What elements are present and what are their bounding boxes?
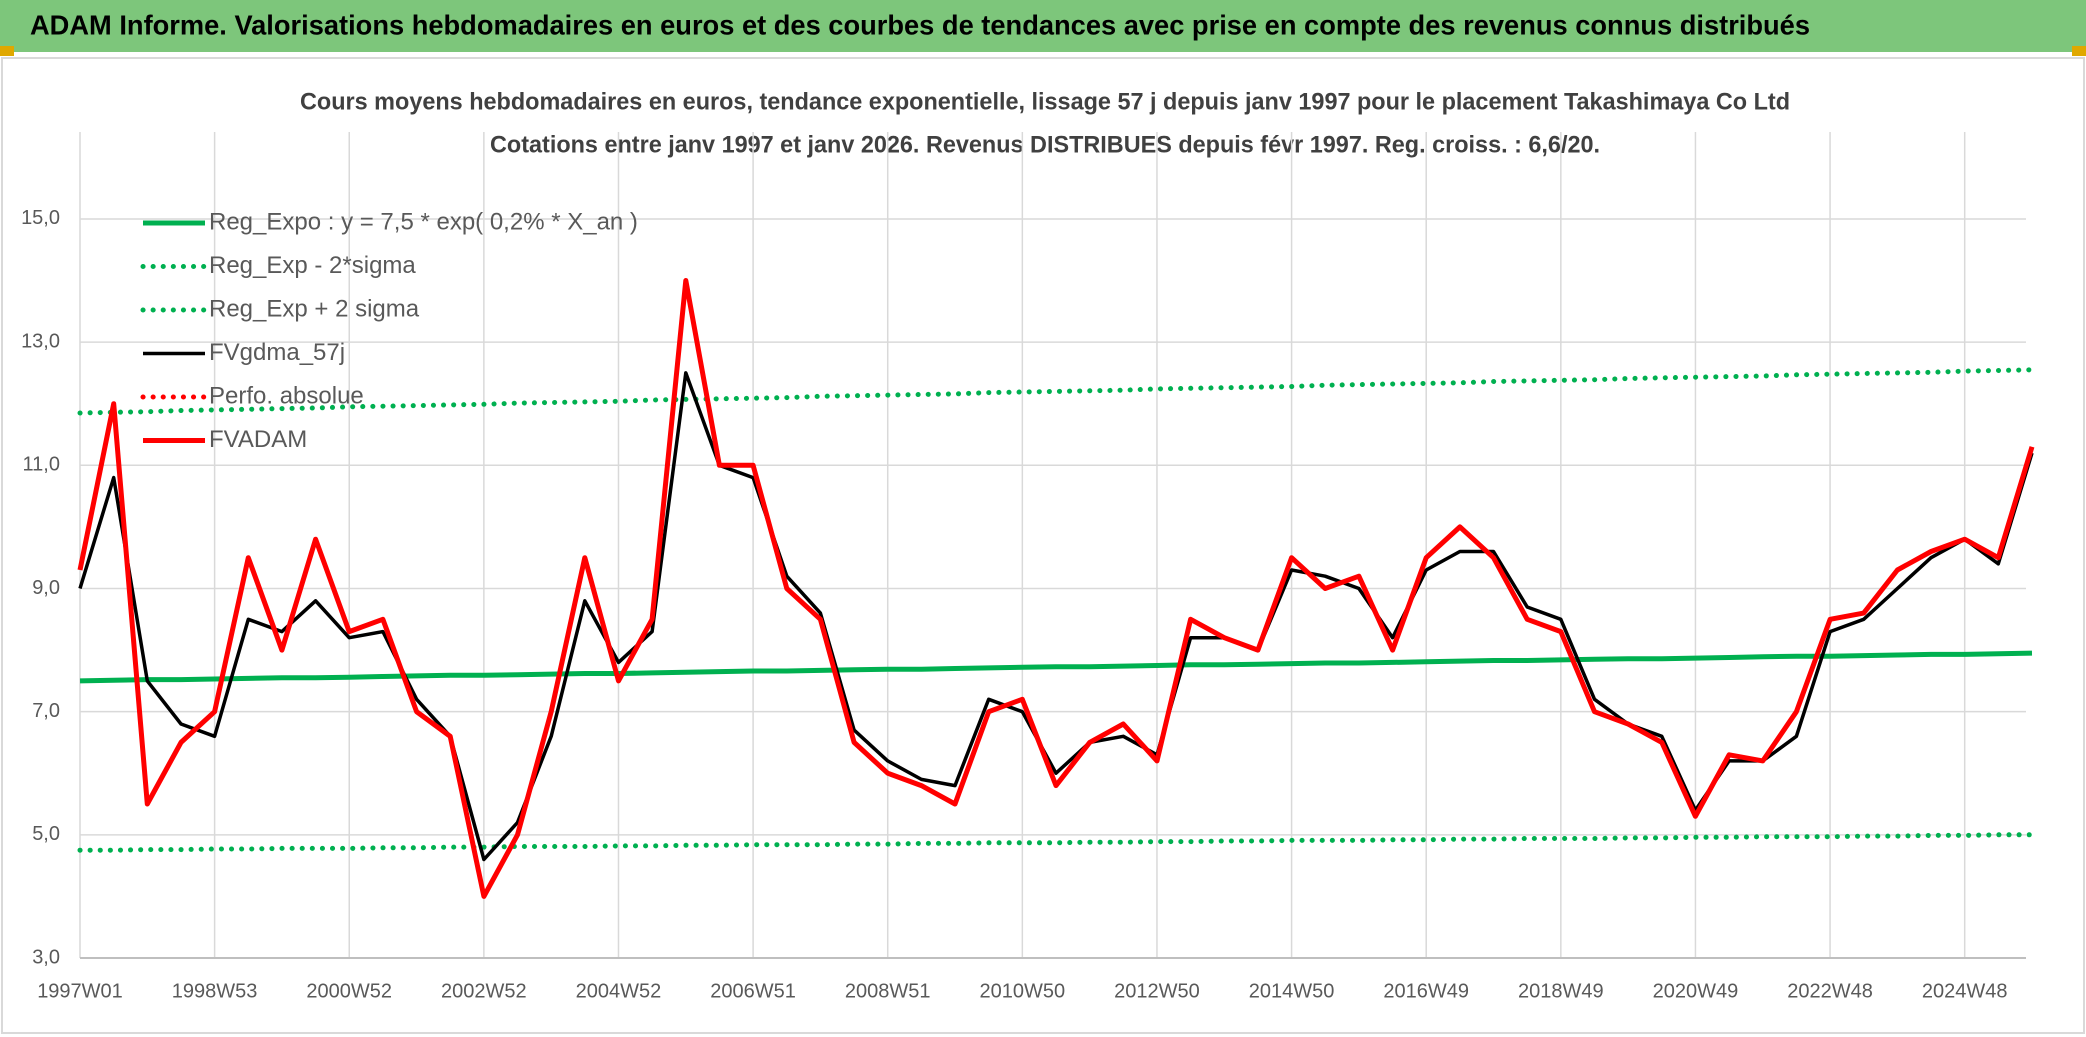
legend-label: FVgdma_57j — [209, 339, 345, 366]
y-tick-label: 11,0 — [23, 454, 60, 476]
x-tick-label: 2022W48 — [1787, 980, 1873, 1002]
x-tick-label: 2006W51 — [710, 980, 796, 1002]
x-tick-label: 2020W49 — [1653, 980, 1739, 1002]
x-tick-label: 2008W51 — [845, 980, 931, 1002]
x-tick-label: 2010W50 — [980, 980, 1066, 1002]
y-tick-label: 3,0 — [32, 946, 60, 968]
x-tick-label: 2012W50 — [1114, 980, 1200, 1002]
x-tick-label: 2016W49 — [1383, 980, 1469, 1002]
y-tick-label: 15,0 — [21, 207, 60, 229]
chart-border — [1, 57, 2085, 1034]
x-tick-label: 2014W50 — [1249, 980, 1335, 1002]
x-tick-label: 2018W49 — [1518, 980, 1604, 1002]
y-tick-label: 13,0 — [21, 330, 60, 352]
legend-label: Perfo. absolue — [209, 382, 364, 409]
x-tick-label: 1997W01 — [37, 980, 123, 1002]
legend-label: FVADAM — [209, 426, 307, 453]
chart-title: Cours moyens hebdomadaires en euros, ten… — [300, 88, 1790, 115]
header-corner — [2072, 46, 2086, 56]
y-tick-label: 7,0 — [32, 700, 60, 722]
x-tick-label: 1998W53 — [172, 980, 258, 1002]
x-tick-label: 2024W48 — [1922, 980, 2008, 1002]
legend-label: Reg_Exp + 2 sigma — [209, 295, 420, 322]
legend-label: Reg_Exp - 2*sigma — [209, 252, 416, 279]
series-line — [77, 278, 2035, 899]
legend-label: Reg_Expo : y = 7,5 * exp( 0,2% * X_an ) — [209, 208, 638, 235]
y-tick-label: 9,0 — [32, 577, 60, 599]
header-corner — [0, 46, 14, 56]
series-line — [77, 832, 2035, 853]
x-tick-label: 2002W52 — [441, 980, 527, 1002]
y-tick-label: 5,0 — [32, 823, 60, 845]
header-bar — [0, 0, 2086, 52]
x-tick-label: 2004W52 — [576, 980, 662, 1002]
header-title: ADAM Informe. Valorisations hebdomadaire… — [30, 9, 1810, 40]
series-line — [77, 367, 2035, 416]
chart-subtitle: Cotations entre janv 1997 et janv 2026. … — [490, 131, 1600, 158]
x-tick-label: 2000W52 — [306, 980, 392, 1002]
